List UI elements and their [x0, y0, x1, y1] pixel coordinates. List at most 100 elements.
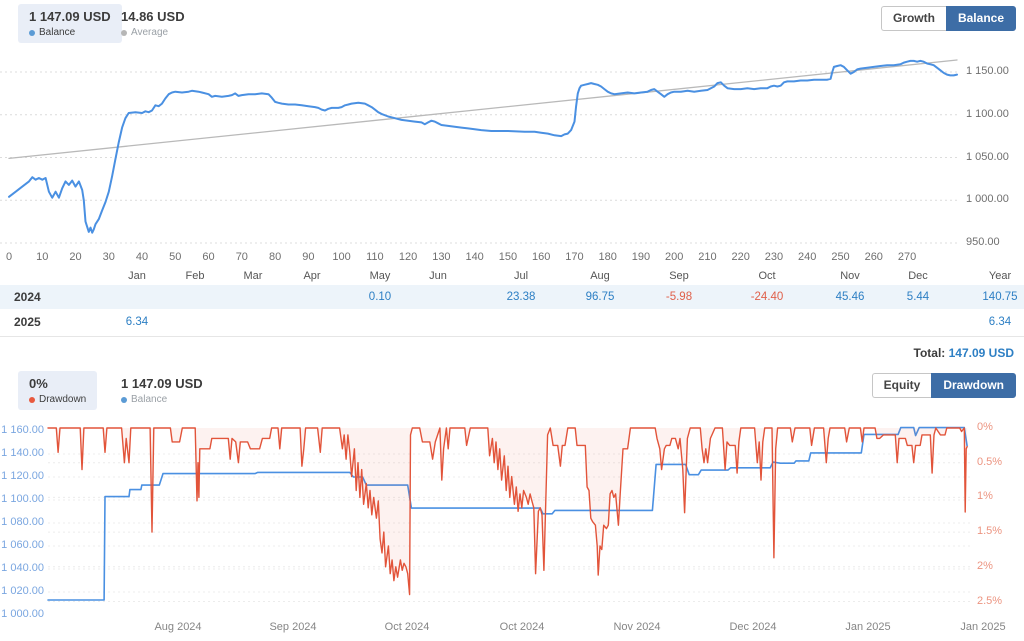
balance-label-row: Balance — [29, 27, 111, 38]
x-tick: 40 — [135, 251, 149, 263]
x-tick: 140 — [465, 251, 484, 263]
x-tick: 240 — [798, 251, 817, 263]
left-axis-label: 1 120.00 — [1, 470, 44, 482]
month-header: Aug — [590, 270, 610, 282]
monthly-value: -5.98 — [665, 291, 693, 303]
x-tick: 50 — [169, 251, 182, 263]
x-tick: 90 — [302, 251, 315, 263]
balance-value: 1 147.09 USD — [29, 9, 111, 24]
right-axis-label: 2% — [977, 559, 993, 572]
right-axis-label: 0% — [977, 421, 993, 433]
drawdown-chart-canvas[interactable] — [0, 413, 1024, 618]
drawdown-button[interactable]: Drawdown — [931, 373, 1016, 398]
monthly-value: -24.40 — [750, 291, 784, 303]
average-label-row: Average — [121, 27, 185, 38]
y-axis-label: 950.00 — [966, 236, 1000, 248]
x-tick: 0 — [5, 251, 13, 263]
legend-drawdown[interactable]: 0% Drawdown — [18, 371, 98, 410]
month-header: Apr — [303, 270, 321, 282]
monthly-value: 0.10 — [368, 291, 392, 303]
x-tick: 30 — [102, 251, 115, 263]
total-row: Total: 147.09 USD — [914, 346, 1015, 360]
x-date-label: Sep 2024 — [269, 621, 317, 633]
monthly-value: 23.38 — [506, 291, 536, 303]
left-axis-label: 1 140.00 — [1, 447, 44, 459]
year-label: 2025 — [14, 315, 41, 329]
growth-button[interactable]: Growth — [880, 6, 946, 31]
month-header: Jun — [429, 270, 447, 282]
x-tick: 130 — [432, 251, 451, 263]
legend-balance-2[interactable]: 1 147.09 USD Balance — [110, 371, 214, 410]
x-tick: 110 — [366, 251, 384, 263]
x-tick: 150 — [498, 251, 518, 263]
right-axis-label: 1.5% — [977, 525, 1003, 538]
equity-drawdown-toggle: Equity Drawdown — [871, 373, 1016, 398]
month-header: Jul — [513, 270, 529, 282]
month-header: Year — [988, 270, 1012, 282]
drawdown-value: 0% — [29, 376, 48, 391]
x-tick: 20 — [69, 251, 82, 263]
x-tick: 190 — [631, 251, 651, 263]
x-tick: 200 — [665, 251, 684, 263]
legend-average[interactable]: 14.86 USD Average — [110, 4, 196, 43]
left-axis-label: 1 060.00 — [1, 539, 44, 551]
average-label: Average — [131, 27, 169, 38]
monthly-value: 96.75 — [585, 291, 615, 303]
monthly-value: 45.46 — [835, 291, 865, 303]
x-tick: 220 — [731, 251, 750, 263]
total-label: Total: — [913, 346, 946, 360]
x-tick: 10 — [36, 251, 49, 263]
right-axis-label: 2.5% — [977, 594, 1003, 607]
right-axis-label: 1% — [977, 490, 993, 503]
y-axis-label: 1 150.00 — [966, 65, 1009, 77]
x-date-label: Jan 2025 — [960, 621, 1006, 633]
monthly-value: 6.34 — [125, 316, 149, 328]
x-tick: 260 — [864, 251, 883, 263]
month-header: Jan — [128, 270, 146, 282]
trend-line — [8, 59, 958, 160]
drawdown-label: Drawdown — [39, 394, 87, 405]
year-label: 2024 — [14, 290, 41, 304]
x-tick: 120 — [398, 251, 418, 263]
right-axis-label: 0.5% — [977, 455, 1003, 468]
left-axis-label: 1 020.00 — [1, 585, 44, 597]
growth-balance-toggle: Growth Balance — [880, 6, 1016, 31]
x-tick: 270 — [897, 251, 917, 263]
x-tick: 160 — [531, 251, 551, 263]
month-header: Feb — [185, 270, 205, 282]
month-header: Oct — [758, 270, 776, 282]
balance-line — [8, 59, 958, 234]
x-tick: 230 — [764, 251, 784, 263]
month-header: Nov — [840, 270, 860, 282]
drawdown-line — [47, 427, 968, 596]
x-date-label: Aug 2024 — [154, 621, 202, 633]
average-dot-icon — [121, 29, 127, 36]
x-tick: 250 — [831, 251, 850, 263]
balance-label: Balance — [39, 27, 76, 38]
x-date-label: Dec 2024 — [729, 621, 777, 633]
monthly-value: 5.44 — [906, 291, 930, 303]
balance2-label-row: Balance — [121, 394, 203, 405]
equity-button[interactable]: Equity — [871, 373, 932, 398]
balance2-label: Balance — [131, 394, 168, 405]
legend-balance[interactable]: 1 147.09 USD Balance — [18, 4, 122, 43]
x-tick: 210 — [698, 251, 717, 263]
drawdown-dot-icon — [29, 396, 35, 403]
x-date-label: Jan 2025 — [845, 621, 891, 633]
balance2-value: 1 147.09 USD — [121, 376, 203, 391]
x-tick: 60 — [202, 251, 215, 263]
monthly-value: 140.75 — [982, 291, 1018, 303]
balance-button[interactable]: Balance — [945, 6, 1016, 31]
month-header: Sep — [669, 270, 689, 282]
balance-chart-canvas[interactable] — [0, 46, 1024, 248]
x-tick: 70 — [235, 251, 248, 263]
total-value: 147.09 USD — [948, 346, 1014, 360]
x-tick: 100 — [332, 251, 351, 263]
month-header: May — [369, 270, 391, 282]
y-axis-label: 1 050.00 — [966, 150, 1009, 163]
balance2-dot-icon — [121, 396, 127, 403]
left-axis-label: 1 000.00 — [1, 608, 44, 620]
drawdown-line-area — [48, 428, 968, 595]
x-date-label: Oct 2024 — [384, 621, 430, 633]
y-axis-label: 1 100.00 — [966, 107, 1009, 120]
